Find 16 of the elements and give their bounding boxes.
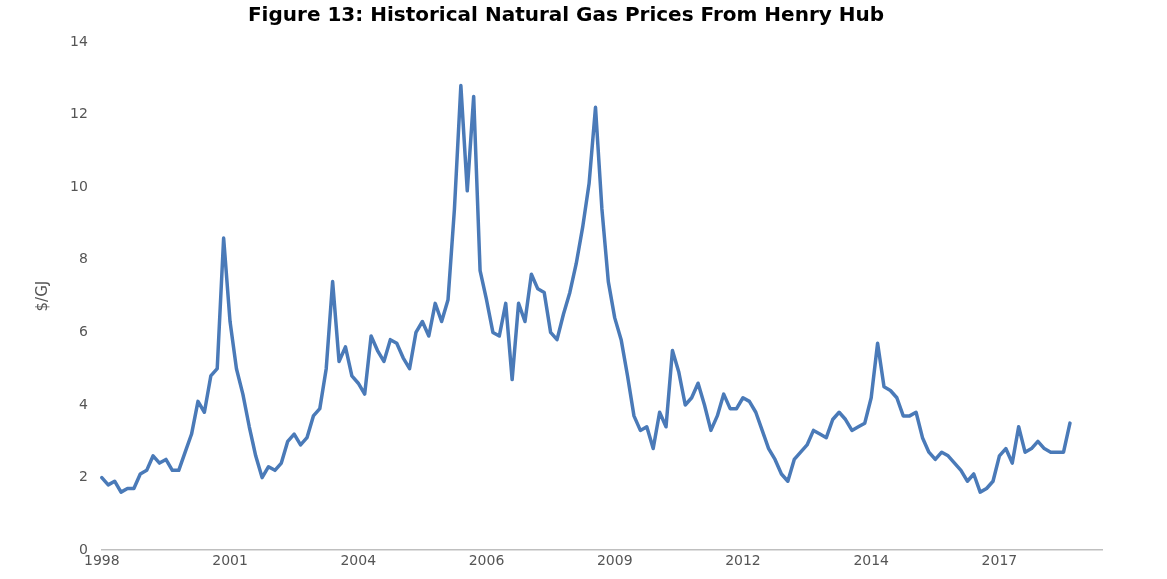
y-tick-label: 10 (69, 177, 88, 194)
x-tick-label: 2006 (468, 552, 505, 569)
y-tick-label: 8 (78, 250, 88, 267)
y-tick-label: 2 (78, 468, 88, 485)
x-tick-label: 2004 (340, 552, 377, 569)
y-axis-title: $/GJ (32, 280, 51, 312)
chart-title: Figure 13: Historical Natural Gas Prices From Henry Hub (247, 2, 885, 27)
y-tick-label: 4 (78, 395, 88, 412)
x-tick-label: 2009 (596, 552, 633, 569)
y-tick-label: 6 (78, 323, 88, 340)
y-tick-label: 12 (69, 105, 88, 122)
x-tick-label: 2012 (725, 552, 761, 569)
x-tick-label: 2014 (853, 552, 890, 569)
x-tick-label: 2001 (212, 552, 248, 569)
x-tick-label: 2017 (981, 552, 1018, 569)
y-tick-label: 14 (69, 32, 88, 49)
